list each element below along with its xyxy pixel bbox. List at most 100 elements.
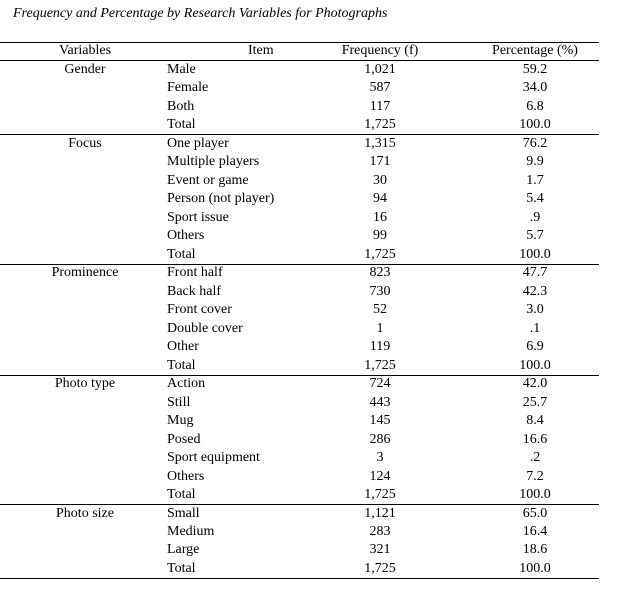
frequency: 730 bbox=[369, 283, 391, 299]
frequency: 145 bbox=[369, 413, 391, 429]
percentage: 6.8 bbox=[526, 98, 544, 114]
item: Event or game bbox=[167, 172, 249, 188]
frequency: 1,725 bbox=[364, 487, 396, 503]
percentage: 100.0 bbox=[519, 487, 551, 503]
percentage: 42.3 bbox=[522, 283, 548, 299]
column-header: Variables bbox=[58, 43, 112, 58]
percentage: 100.0 bbox=[519, 117, 551, 133]
percentage: 100.0 bbox=[519, 246, 551, 262]
frequency: 443 bbox=[369, 394, 391, 410]
item: Back half bbox=[167, 283, 222, 299]
percentage: .2 bbox=[529, 450, 541, 466]
frequency: 16 bbox=[373, 209, 387, 225]
rule bbox=[0, 504, 599, 505]
frequency: 1,021 bbox=[364, 62, 396, 77]
frequency: 30 bbox=[373, 172, 387, 188]
percentage: 6.9 bbox=[526, 339, 544, 355]
item: Female bbox=[167, 80, 209, 96]
frequency: 1 bbox=[376, 320, 384, 336]
percentage: 25.7 bbox=[522, 394, 548, 410]
percentage: 42.0 bbox=[522, 376, 548, 392]
rule bbox=[0, 578, 599, 579]
frequency: 823 bbox=[369, 265, 391, 281]
item: Total bbox=[167, 246, 196, 262]
rule bbox=[0, 375, 599, 376]
frequency: 286 bbox=[369, 431, 391, 447]
item: Multiple players bbox=[167, 154, 260, 170]
item: Male bbox=[167, 62, 196, 77]
percentage: 7.2 bbox=[526, 468, 544, 484]
rule bbox=[0, 134, 599, 135]
item: Large bbox=[167, 542, 200, 558]
frequency: 52 bbox=[373, 302, 387, 318]
frequency: 124 bbox=[369, 468, 391, 484]
frequency: 321 bbox=[369, 542, 391, 558]
percentage: 34.0 bbox=[522, 80, 548, 96]
item: Front cover bbox=[167, 302, 232, 318]
item: Medium bbox=[167, 524, 215, 539]
frequency: 587 bbox=[369, 80, 391, 96]
frequency: 1,315 bbox=[364, 135, 396, 151]
percentage: 59.2 bbox=[522, 62, 548, 77]
item: Both bbox=[167, 98, 195, 114]
percentage: 47.7 bbox=[522, 265, 548, 281]
frequency: 1,725 bbox=[364, 117, 396, 133]
rule bbox=[0, 42, 599, 43]
frequency: 1,725 bbox=[364, 246, 396, 262]
frequency: 283 bbox=[369, 524, 391, 539]
column-header: Frequency (f) bbox=[341, 43, 419, 58]
percentage: 8.4 bbox=[526, 413, 544, 429]
rule bbox=[0, 60, 599, 61]
frequency: 724 bbox=[369, 376, 391, 392]
item: Others bbox=[167, 228, 205, 244]
percentage: 18.6 bbox=[522, 542, 548, 558]
percentage: 65.0 bbox=[522, 505, 548, 521]
item: Total bbox=[167, 117, 196, 133]
item: Action bbox=[167, 376, 206, 392]
item: Sport issue bbox=[167, 209, 229, 225]
item: One player bbox=[167, 135, 229, 151]
percentage: 1.7 bbox=[526, 172, 544, 188]
table-title: Frequency and Percentage by Research Var… bbox=[13, 6, 388, 21]
percentage: 100.0 bbox=[519, 357, 551, 373]
item: Still bbox=[167, 394, 191, 410]
frequency: 1,121 bbox=[364, 505, 396, 521]
percentage: 5.4 bbox=[526, 191, 544, 207]
item: Sport equipment bbox=[167, 450, 260, 466]
frequency: 99 bbox=[373, 228, 387, 244]
column-header: Percentage (%) bbox=[492, 43, 578, 58]
frequency: 171 bbox=[369, 154, 391, 170]
percentage: 76.2 bbox=[522, 135, 548, 151]
item: Posed bbox=[167, 431, 201, 447]
percentage: .1 bbox=[529, 320, 541, 336]
frequency: 1,725 bbox=[364, 357, 396, 373]
variable-label: Prominence bbox=[51, 265, 119, 281]
item: Total bbox=[167, 487, 196, 503]
frequency: 117 bbox=[369, 98, 391, 114]
variable-label: Photo size bbox=[56, 505, 114, 521]
item: Others bbox=[167, 468, 205, 484]
percentage: 16.4 bbox=[522, 524, 548, 539]
variable-label: Gender bbox=[64, 62, 106, 77]
rule bbox=[0, 264, 599, 265]
item: Total bbox=[167, 357, 196, 373]
percentage: 9.9 bbox=[526, 154, 544, 170]
item: Double cover bbox=[167, 320, 243, 336]
frequency: 119 bbox=[369, 339, 391, 355]
frequency: 94 bbox=[373, 191, 387, 207]
frequency: 3 bbox=[376, 450, 384, 466]
item: Total bbox=[167, 560, 196, 576]
item: Small bbox=[167, 505, 200, 521]
item: Mug bbox=[167, 413, 194, 429]
item: Front half bbox=[167, 265, 223, 281]
percentage: .9 bbox=[529, 209, 541, 225]
item: Person (not player) bbox=[167, 191, 275, 207]
item: Other bbox=[167, 339, 199, 355]
variable-label: Focus bbox=[68, 135, 102, 151]
variable-label: Photo type bbox=[54, 376, 116, 392]
percentage: 3.0 bbox=[526, 302, 544, 318]
percentage: 16.6 bbox=[522, 431, 548, 447]
percentage: 100.0 bbox=[519, 560, 551, 576]
percentage: 5.7 bbox=[526, 228, 544, 244]
